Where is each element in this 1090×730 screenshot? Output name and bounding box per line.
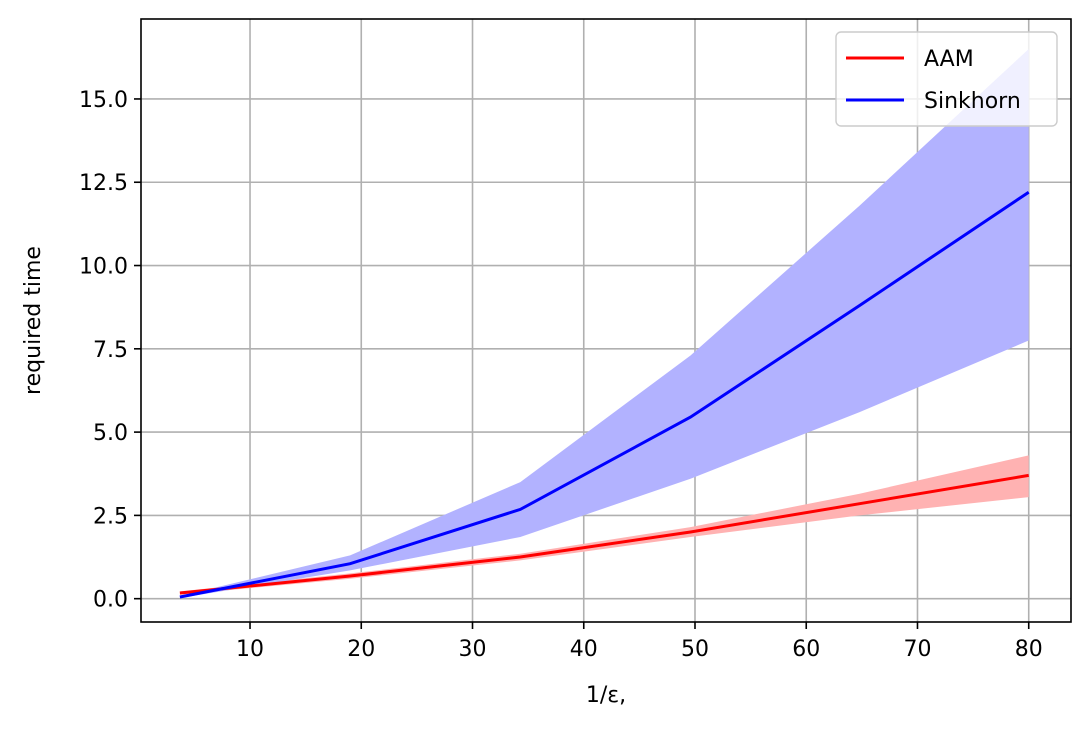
y-tick-label: 10.0 xyxy=(79,255,128,280)
line-aam xyxy=(179,473,1029,595)
y-tick-label: 0.0 xyxy=(93,588,128,613)
x-tick-label: 30 xyxy=(459,637,487,662)
y-tick-label: 15.0 xyxy=(79,88,128,113)
x-tick-label: 80 xyxy=(1015,637,1043,662)
y-tick-label: 5.0 xyxy=(93,421,128,446)
legend-label-aam: AAM xyxy=(924,47,974,72)
x-axis-label: 1/ε, xyxy=(586,683,626,708)
x-tick-label: 70 xyxy=(903,637,931,662)
x-tick-label: 10 xyxy=(236,637,264,662)
line-sinkhorn xyxy=(179,190,1030,599)
x-tick-label: 60 xyxy=(792,637,820,662)
legend-box xyxy=(835,31,1058,127)
x-tick-label: 50 xyxy=(681,637,709,662)
y-axis-label: required time xyxy=(21,246,46,395)
series-lines xyxy=(179,190,1030,599)
confidence-bands xyxy=(179,49,1029,598)
legend-label-sinkhorn: Sinkhorn xyxy=(924,89,1021,114)
plot-frame xyxy=(140,18,1072,623)
axis-ticks: 10 20 30 40 50 60 70 80 0.0 2.5 5.0 7.5 10.0 12.5 15.0 xyxy=(79,88,1043,662)
legend: AAM Sinkhorn xyxy=(835,31,1058,127)
y-tick-label: 2.5 xyxy=(93,504,128,529)
y-tick-label: 12.5 xyxy=(79,171,128,196)
x-tick-label: 20 xyxy=(347,637,375,662)
y-tick-label: 7.5 xyxy=(93,338,128,363)
band-sinkhorn xyxy=(179,49,1029,598)
x-tick-label: 40 xyxy=(570,637,598,662)
